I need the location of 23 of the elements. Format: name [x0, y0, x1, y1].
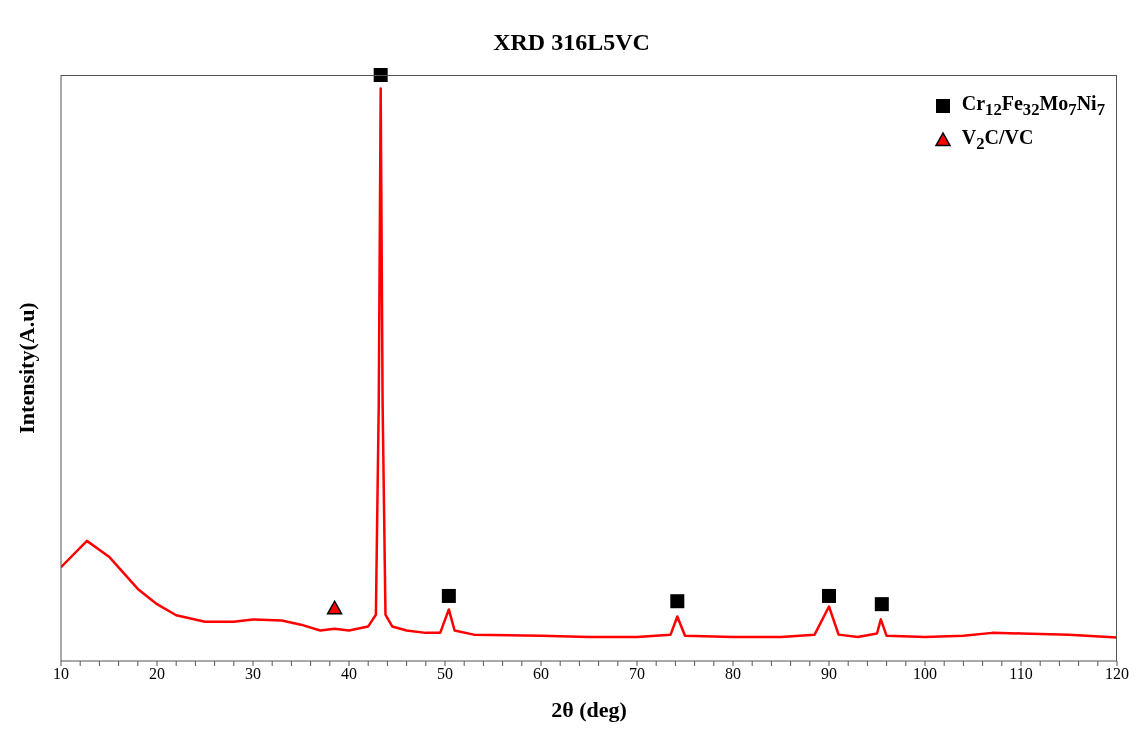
x-tick-label: 70 — [629, 665, 645, 683]
y-axis-title: Intensity(A.u) — [13, 302, 39, 434]
x-tick-label: 120 — [1105, 665, 1129, 683]
x-tick-label: 80 — [725, 665, 741, 683]
point — [670, 594, 685, 609]
point — [822, 588, 836, 603]
x-tick-label: 100 — [913, 665, 937, 683]
x-tick-label: 50 — [437, 665, 453, 683]
x-tick-label: 110 — [1009, 665, 1033, 683]
point — [874, 597, 889, 612]
point — [326, 600, 343, 615]
chart-title: XRD 316L5VC — [493, 29, 650, 55]
legend-label: V$_{2}$C/VC — [961, 126, 1034, 154]
x-tick-label: 60 — [533, 665, 549, 683]
legend-label: Cr$_{12}$Fe$_{32}$Mo$_{7}$Ni$_{7}$ — [961, 92, 1105, 120]
x-axis-title: 2θ (deg) — [551, 697, 627, 722]
x-tick-label: 10 — [53, 665, 69, 683]
x-tick-label: 30 — [245, 665, 261, 683]
point — [373, 68, 388, 82]
x-tick-label: 40 — [341, 665, 357, 683]
point — [441, 588, 456, 603]
x-tick-label: 90 — [821, 665, 837, 683]
x-tick-label: 20 — [149, 665, 165, 683]
